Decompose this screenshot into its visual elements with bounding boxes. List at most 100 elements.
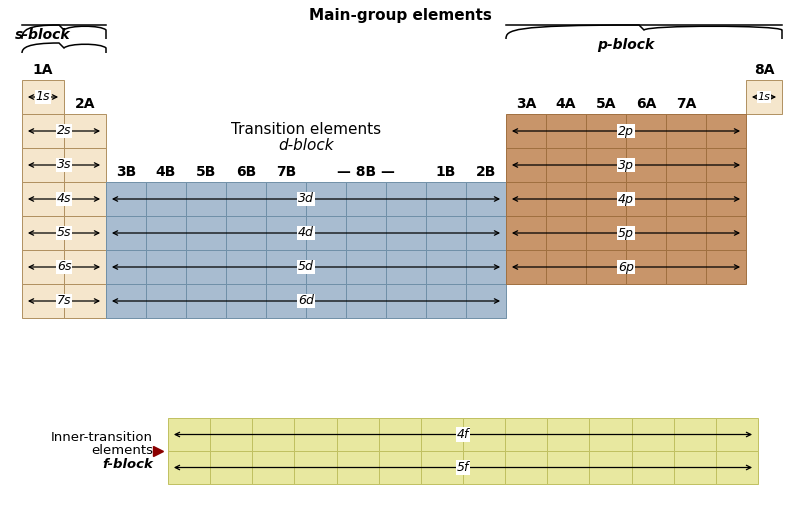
- Bar: [586, 216, 626, 250]
- Text: 5A: 5A: [596, 97, 616, 111]
- Bar: [266, 250, 306, 284]
- Text: 6s: 6s: [57, 261, 71, 273]
- Bar: [586, 148, 626, 182]
- Bar: [706, 114, 746, 148]
- Bar: [306, 250, 346, 284]
- Text: d-block: d-block: [278, 138, 334, 153]
- Bar: [226, 284, 266, 318]
- Text: 1s: 1s: [36, 90, 50, 104]
- Bar: [426, 182, 466, 216]
- Bar: [426, 250, 466, 284]
- Bar: [146, 182, 186, 216]
- Text: 4B: 4B: [156, 165, 176, 179]
- Text: 1s: 1s: [758, 92, 770, 102]
- Bar: [666, 250, 706, 284]
- Bar: [294, 451, 337, 484]
- Bar: [706, 250, 746, 284]
- Text: 7B: 7B: [276, 165, 296, 179]
- Bar: [506, 216, 546, 250]
- Bar: [386, 284, 426, 318]
- Bar: [506, 182, 546, 216]
- Bar: [586, 182, 626, 216]
- Bar: [64, 216, 106, 250]
- Text: 3B: 3B: [116, 165, 136, 179]
- Bar: [186, 216, 226, 250]
- Bar: [590, 451, 631, 484]
- Text: 4A: 4A: [556, 97, 576, 111]
- Text: 3p: 3p: [618, 159, 634, 171]
- Text: 5p: 5p: [618, 227, 634, 240]
- Text: 4s: 4s: [57, 192, 71, 206]
- Bar: [346, 182, 386, 216]
- Bar: [463, 418, 505, 451]
- Bar: [106, 250, 146, 284]
- Bar: [306, 216, 346, 250]
- Bar: [546, 250, 586, 284]
- Bar: [466, 250, 506, 284]
- Bar: [506, 114, 546, 148]
- Text: Main-group elements: Main-group elements: [309, 8, 491, 23]
- Bar: [626, 182, 666, 216]
- Bar: [294, 418, 337, 451]
- Bar: [386, 250, 426, 284]
- Bar: [674, 418, 716, 451]
- Text: 1A: 1A: [33, 63, 54, 77]
- Bar: [466, 284, 506, 318]
- Bar: [626, 250, 666, 284]
- Bar: [186, 284, 226, 318]
- Text: 5f: 5f: [457, 461, 469, 474]
- Bar: [22, 148, 64, 182]
- Bar: [463, 451, 505, 484]
- Bar: [266, 182, 306, 216]
- Bar: [168, 451, 210, 484]
- Bar: [590, 418, 631, 451]
- Bar: [22, 182, 64, 216]
- Bar: [226, 250, 266, 284]
- Text: 3s: 3s: [57, 159, 71, 171]
- Text: 5B: 5B: [196, 165, 216, 179]
- Bar: [22, 250, 64, 284]
- Text: 6p: 6p: [618, 261, 634, 273]
- Text: s-block: s-block: [15, 28, 71, 42]
- Text: 2p: 2p: [618, 125, 634, 137]
- Text: 2B: 2B: [476, 165, 496, 179]
- Text: f-block: f-block: [102, 458, 153, 471]
- Bar: [586, 250, 626, 284]
- Bar: [547, 418, 590, 451]
- Bar: [346, 284, 386, 318]
- Bar: [546, 114, 586, 148]
- Bar: [22, 80, 64, 114]
- Bar: [626, 148, 666, 182]
- Bar: [666, 114, 706, 148]
- Text: 4p: 4p: [618, 192, 634, 206]
- Bar: [421, 451, 463, 484]
- Text: — 8B —: — 8B —: [337, 165, 395, 179]
- Text: 5s: 5s: [57, 227, 71, 240]
- Bar: [64, 148, 106, 182]
- Text: 4f: 4f: [457, 428, 469, 441]
- Bar: [706, 216, 746, 250]
- Bar: [706, 182, 746, 216]
- Text: 1B: 1B: [436, 165, 456, 179]
- Bar: [210, 451, 252, 484]
- Text: 3d: 3d: [298, 192, 314, 206]
- Bar: [466, 182, 506, 216]
- Bar: [22, 216, 64, 250]
- Bar: [106, 182, 146, 216]
- Bar: [674, 451, 716, 484]
- Bar: [168, 418, 210, 451]
- Text: 6B: 6B: [236, 165, 256, 179]
- Bar: [22, 284, 64, 318]
- Bar: [64, 114, 106, 148]
- Bar: [546, 148, 586, 182]
- Bar: [421, 418, 463, 451]
- Bar: [626, 114, 666, 148]
- Bar: [106, 284, 146, 318]
- Text: p-block: p-block: [598, 38, 654, 52]
- Text: 5d: 5d: [298, 261, 314, 273]
- Bar: [146, 250, 186, 284]
- Bar: [337, 418, 378, 451]
- Bar: [306, 182, 346, 216]
- Bar: [210, 418, 252, 451]
- Text: 6A: 6A: [636, 97, 656, 111]
